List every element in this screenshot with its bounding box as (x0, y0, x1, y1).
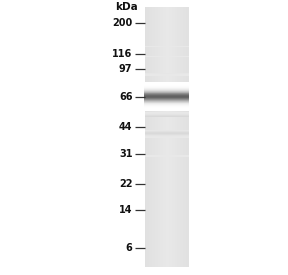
Bar (172, 7, 173, 267)
Text: 31: 31 (119, 149, 132, 159)
Bar (157, 7, 158, 267)
Bar (182, 7, 183, 267)
Bar (154, 7, 155, 267)
Bar (187, 7, 188, 267)
Text: 200: 200 (112, 18, 132, 28)
Text: 97: 97 (119, 64, 132, 74)
Bar (174, 7, 175, 267)
Bar (180, 7, 181, 267)
Bar (160, 7, 161, 267)
Bar (149, 7, 150, 267)
Bar (177, 7, 178, 267)
Bar (158, 7, 159, 267)
Text: kDa: kDa (115, 2, 138, 12)
Bar (178, 7, 179, 267)
Bar (155, 7, 156, 267)
Bar (171, 7, 172, 267)
Text: 6: 6 (126, 243, 132, 253)
Bar (166, 7, 167, 267)
Bar (170, 7, 171, 267)
Bar (145, 7, 189, 267)
Bar (175, 7, 176, 267)
Bar (150, 7, 151, 267)
Bar (163, 7, 164, 267)
Bar (156, 7, 157, 267)
Text: 22: 22 (119, 179, 132, 189)
Bar (162, 7, 163, 267)
Text: 14: 14 (119, 205, 132, 214)
Text: 44: 44 (119, 122, 132, 131)
Bar (153, 7, 154, 267)
Bar (167, 7, 168, 267)
Bar (173, 7, 174, 267)
Bar (184, 7, 185, 267)
Bar (165, 7, 166, 267)
Bar (168, 7, 169, 267)
Bar (161, 7, 162, 267)
Bar (159, 7, 160, 267)
Bar (151, 7, 152, 267)
Bar (145, 7, 146, 267)
Bar (164, 7, 165, 267)
Bar (152, 7, 153, 267)
Bar (185, 7, 186, 267)
Bar (148, 7, 149, 267)
Bar (176, 7, 177, 267)
Bar (179, 7, 180, 267)
Bar (169, 7, 170, 267)
Bar (181, 7, 182, 267)
Bar (146, 7, 147, 267)
Bar (147, 7, 148, 267)
Bar (188, 7, 189, 267)
Text: 116: 116 (112, 49, 132, 59)
Text: 66: 66 (119, 92, 132, 101)
